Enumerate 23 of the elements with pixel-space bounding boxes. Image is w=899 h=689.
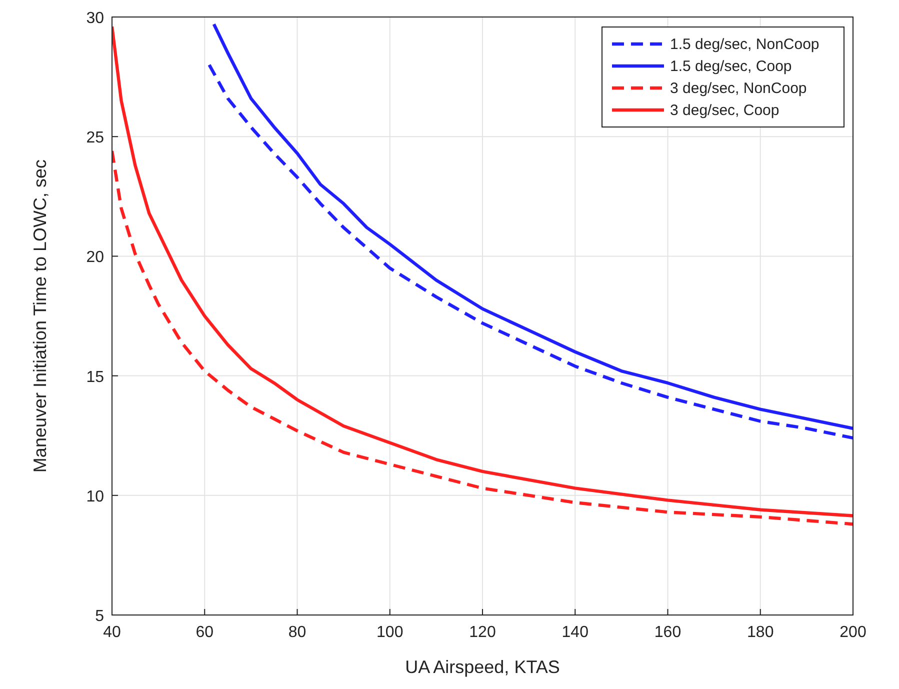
x-tick-label: 180 (747, 624, 774, 641)
line-series (112, 24, 853, 518)
y-tick-label: 30 (86, 10, 104, 27)
y-tick-label: 10 (86, 488, 104, 506)
legend-label: 3 deg/sec, Coop (670, 102, 780, 119)
legend-label: 3 deg/sec, NonCoop (670, 80, 807, 97)
x-tick-label: 60 (196, 624, 214, 641)
x-tick-label: 40 (103, 624, 121, 641)
line-series (112, 149, 853, 526)
x-axis-title: UA Airspeed, KTAS (405, 657, 560, 677)
y-tick-label: 5 (95, 608, 104, 625)
x-tick-label: 200 (840, 624, 866, 641)
x-tick-label: 160 (654, 624, 682, 641)
x-tick-label: 140 (562, 624, 589, 641)
legend-label: 1.5 deg/sec, NonCoop (670, 36, 820, 53)
legend-label: 1.5 deg/sec, Coop (670, 58, 792, 75)
x-tick-label: 80 (288, 624, 306, 641)
y-tick-label: 15 (86, 368, 104, 386)
x-tick-label: 100 (376, 624, 404, 641)
y-tick-label: 20 (86, 249, 104, 266)
x-tick-label: 120 (469, 624, 496, 641)
y-axis-title: Maneuver Initiation Time to LOWC, sec (30, 159, 50, 473)
y-tick-label: 25 (86, 130, 104, 147)
